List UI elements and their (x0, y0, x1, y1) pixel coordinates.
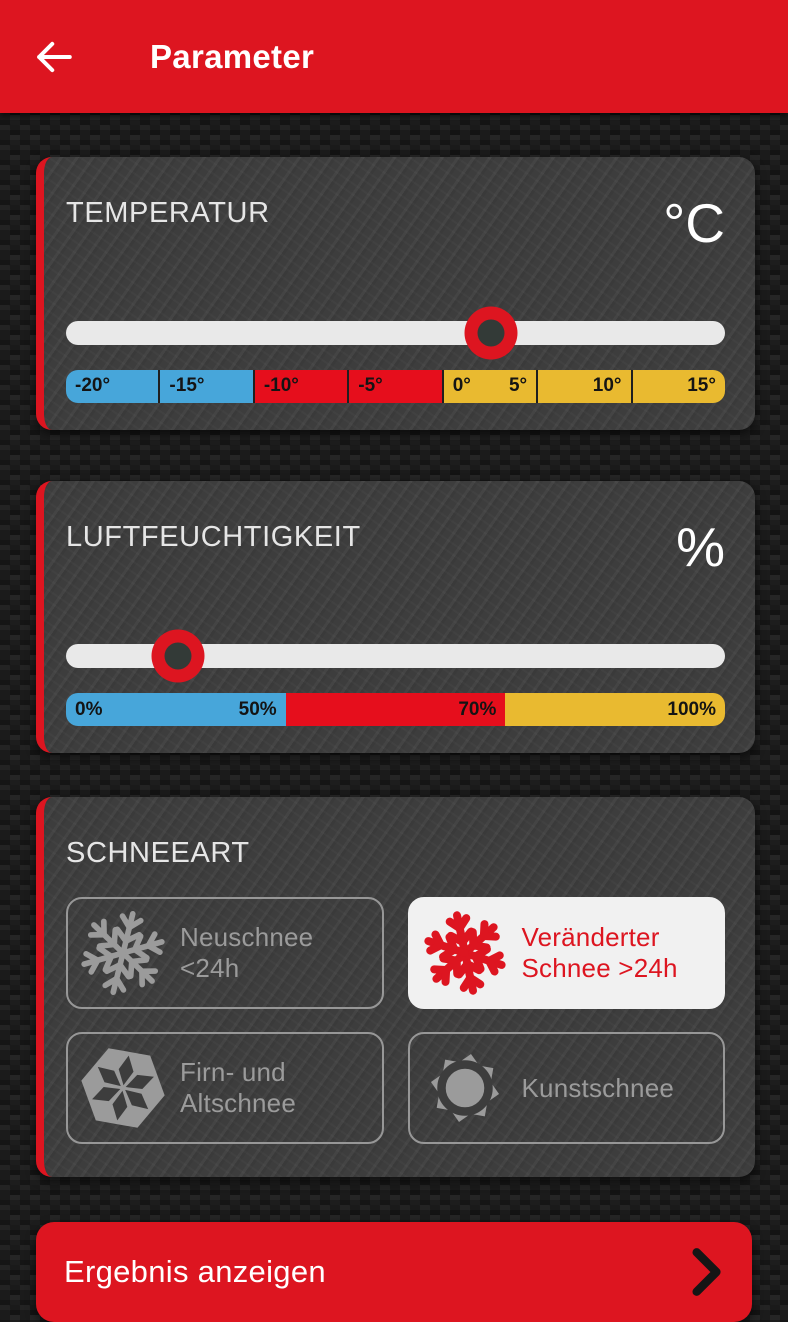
firn-snow-icon (81, 1048, 165, 1128)
scale-label: 100% (667, 698, 717, 720)
scale-label: 0° (452, 375, 471, 396)
temperature-scale-segment: 0° 5° (441, 369, 537, 403)
humidity-card: LUFTFEUCHTIGKEIT % 0% 50% 70% 100% (36, 480, 755, 753)
temperature-scale-segment: -15° (158, 369, 253, 403)
snowflake-new-icon (81, 910, 165, 996)
snow-type-card-head: SCHNEEART (66, 837, 725, 870)
scale-label: 5° (508, 375, 528, 396)
temperature-slider-track[interactable] (66, 306, 725, 359)
humidity-slider-thumb[interactable] (151, 629, 205, 683)
show-result-label: Ergebnis anzeigen (64, 1254, 326, 1289)
humidity-scale: 0% 50% 70% 100% (66, 693, 725, 726)
option-label: Firn- und Altschnee (180, 1057, 296, 1118)
page-title: Parameter (150, 37, 315, 75)
temperature-scale-segment: -5° (347, 369, 442, 403)
snow-type-options: Neuschnee <24h Veränderter Schnee >24h (66, 897, 725, 1144)
scale-label: -10° (263, 375, 299, 396)
temperature-unit: °C (663, 192, 725, 254)
scale-label: 10° (592, 375, 622, 396)
option-kunstschnee[interactable]: Kunstschnee (407, 1032, 725, 1144)
temperature-card: TEMPERATUR °C -20° -15° -10° -5° 0° 5° 10… (36, 157, 755, 430)
show-result-button[interactable]: Ergebnis anzeigen (36, 1222, 752, 1322)
scale-label: 15° (687, 375, 716, 396)
humidity-title: LUFTFEUCHTIGKEIT (66, 520, 361, 553)
scale-label: 0% (75, 698, 103, 720)
scale-label: 70% (458, 698, 497, 720)
temperature-scale-segment: 15° (630, 369, 725, 403)
header: Parameter (0, 0, 788, 113)
scale-label: -15° (169, 375, 205, 396)
arrow-left-icon (37, 41, 72, 72)
snow-type-card: SCHNEEART Neuschnee <24h (36, 797, 755, 1177)
humidity-scale-segment: 100% (505, 693, 725, 726)
humidity-card-head: LUFTFEUCHTIGKEIT % (66, 515, 725, 578)
temperature-slider-thumb[interactable] (464, 306, 518, 359)
artificial-snow-icon (430, 1053, 499, 1123)
humidity-unit: % (676, 515, 725, 578)
option-label: Kunstschnee (521, 1072, 675, 1103)
scale-label: -5° (358, 375, 383, 396)
temperature-scale-segment: -20° (66, 369, 159, 403)
back-button[interactable] (30, 33, 78, 81)
temperature-scale-segment: -10° (252, 369, 348, 403)
snow-type-title: SCHNEEART (66, 837, 250, 869)
humidity-scale-segment: 0% 50% (66, 693, 286, 726)
humidity-slider-track[interactable] (66, 629, 725, 683)
option-neuschnee[interactable]: Neuschnee <24h (66, 897, 384, 1009)
option-veraenderter-schnee[interactable]: Veränderter Schnee >24h (407, 897, 725, 1009)
option-label: Neuschnee <24h (180, 922, 314, 983)
scale-label: 50% (238, 698, 277, 720)
option-label: Veränderter Schnee >24h (521, 922, 678, 983)
temperature-card-head: TEMPERATUR °C (66, 192, 725, 254)
scale-label: -20° (75, 375, 111, 396)
chevron-right-icon (692, 1248, 721, 1296)
temperature-scale: -20° -15° -10° -5° 0° 5° 10° 15° (66, 369, 725, 403)
temperature-scale-segment: 10° (536, 369, 631, 403)
option-firn-altschnee[interactable]: Firn- und Altschnee (66, 1032, 384, 1144)
humidity-scale-segment: 70% (285, 693, 506, 726)
snowflake-old-icon (423, 911, 506, 995)
temperature-title: TEMPERATUR (66, 197, 270, 229)
